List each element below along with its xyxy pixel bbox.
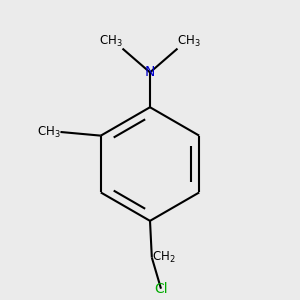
- Text: CH$_3$: CH$_3$: [99, 34, 122, 49]
- Text: CH$_2$: CH$_2$: [152, 250, 176, 265]
- Text: CH$_3$: CH$_3$: [178, 34, 201, 49]
- Text: Cl: Cl: [154, 282, 168, 296]
- Text: CH$_3$: CH$_3$: [37, 124, 61, 140]
- Text: N: N: [145, 65, 155, 80]
